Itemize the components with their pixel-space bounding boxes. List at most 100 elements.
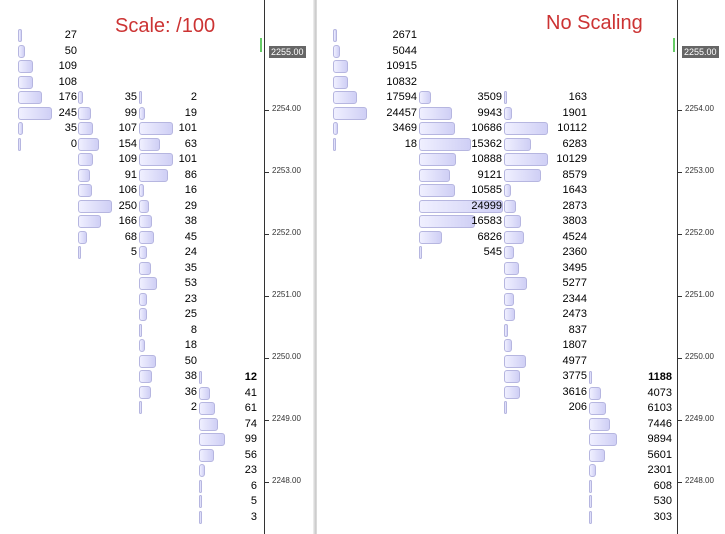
volume-bar bbox=[589, 417, 610, 431]
price-label: 2249.00 bbox=[685, 414, 714, 423]
volume-bar bbox=[504, 323, 508, 337]
volume-value: 68 bbox=[124, 230, 137, 243]
volume-value: 4524 bbox=[562, 230, 587, 243]
volume-bar bbox=[504, 370, 520, 383]
volume-value: 38 bbox=[184, 215, 197, 227]
volume-value: 2344 bbox=[562, 292, 587, 305]
volume-value: 25 bbox=[184, 308, 197, 320]
volume-value: 5 bbox=[250, 495, 257, 507]
volume-value: 5044 bbox=[392, 44, 417, 57]
volume-bar bbox=[419, 230, 442, 244]
volume-bar bbox=[419, 168, 450, 182]
volume-bar bbox=[333, 44, 340, 58]
volume-bar bbox=[18, 29, 22, 42]
volume-bar bbox=[139, 137, 160, 151]
volume-value: 10686 bbox=[471, 122, 502, 134]
price-label: 2254.00 bbox=[685, 104, 714, 113]
volume-value: 1901 bbox=[562, 106, 587, 119]
volume-bar bbox=[139, 215, 152, 228]
volume-value: 3 bbox=[250, 510, 257, 523]
price-label: 2252.00 bbox=[685, 228, 714, 237]
volume-value: 9943 bbox=[477, 106, 502, 119]
volume-value: 206 bbox=[568, 401, 587, 413]
panel-divider[interactable] bbox=[313, 0, 318, 534]
price-tick bbox=[264, 358, 269, 359]
volume-value: 6826 bbox=[477, 230, 502, 243]
volume-bar bbox=[419, 153, 456, 166]
volume-value: 8 bbox=[190, 323, 197, 336]
volume-bar bbox=[139, 199, 149, 213]
volume-bar bbox=[504, 153, 548, 166]
volume-bar bbox=[139, 106, 145, 120]
volume-bar bbox=[18, 122, 23, 135]
volume-value: 74 bbox=[244, 417, 257, 430]
volume-bar bbox=[78, 230, 87, 244]
volume-bar bbox=[504, 401, 507, 414]
volume-bar bbox=[139, 385, 151, 399]
volume-bar bbox=[78, 137, 99, 151]
volume-value: 1188 bbox=[648, 371, 672, 383]
volume-value: 5277 bbox=[562, 277, 587, 289]
current-price-tag: 2255.00 bbox=[269, 46, 306, 58]
volume-value: 109 bbox=[58, 60, 77, 72]
price-tick bbox=[264, 482, 269, 483]
volume-bar bbox=[589, 402, 606, 415]
volume-value: 50 bbox=[184, 354, 197, 367]
volume-bar bbox=[78, 184, 92, 197]
price-label: 2253.00 bbox=[272, 166, 301, 175]
chart-panel-unscaled[interactable]: No Scaling 2671 5044 10915 10832 17594 24457 3… bbox=[317, 0, 725, 534]
price-tick bbox=[677, 172, 682, 173]
volume-value: 23 bbox=[184, 292, 197, 305]
volume-bar bbox=[419, 122, 455, 135]
volume-bar bbox=[419, 106, 452, 120]
volume-value: 608 bbox=[653, 479, 672, 492]
volume-value: 61 bbox=[244, 402, 257, 414]
volume-value: 245 bbox=[58, 106, 77, 119]
volume-value: 56 bbox=[244, 448, 257, 461]
volume-bar bbox=[199, 510, 202, 524]
volume-value: 3616 bbox=[562, 385, 587, 398]
volume-value: 101 bbox=[178, 122, 197, 134]
volume-value: 99 bbox=[124, 106, 137, 119]
volume-value: 17594 bbox=[386, 91, 417, 103]
volume-bar bbox=[18, 75, 33, 89]
volume-value: 24999 bbox=[471, 199, 502, 212]
price-label: 2251.00 bbox=[272, 290, 301, 299]
volume-bar bbox=[199, 417, 218, 431]
volume-bar bbox=[333, 122, 338, 135]
price-label: 2251.00 bbox=[685, 290, 714, 299]
volume-value: 1643 bbox=[562, 184, 587, 196]
volume-value: 7446 bbox=[647, 417, 672, 430]
price-label: 2248.00 bbox=[685, 476, 714, 485]
volume-bar bbox=[419, 137, 471, 151]
volume-bar bbox=[139, 323, 142, 337]
volume-value: 3495 bbox=[562, 261, 587, 274]
volume-value: 101 bbox=[178, 153, 197, 165]
volume-value: 250 bbox=[118, 199, 137, 212]
volume-bar bbox=[199, 371, 202, 384]
volume-value: 38 bbox=[184, 370, 197, 382]
volume-bar bbox=[504, 215, 521, 228]
volume-bar bbox=[504, 354, 526, 368]
volume-value: 10832 bbox=[386, 75, 417, 88]
volume-value: 27 bbox=[64, 29, 77, 41]
price-label: 2249.00 bbox=[272, 414, 301, 423]
volume-bar bbox=[504, 261, 519, 275]
volume-bar bbox=[18, 106, 52, 120]
price-tick bbox=[264, 234, 269, 235]
price-label: 2252.00 bbox=[272, 228, 301, 237]
volume-value: 4977 bbox=[562, 354, 587, 367]
volume-value: 10915 bbox=[386, 60, 417, 72]
volume-value: 35 bbox=[124, 91, 137, 103]
volume-bar bbox=[18, 91, 42, 104]
price-tick bbox=[264, 172, 269, 173]
volume-bar bbox=[504, 137, 531, 151]
chart-panel-scaled[interactable]: Scale: /100 27 50 109 108 176 245 35 0 35 99 107 15… bbox=[0, 0, 315, 534]
volume-value: 0 bbox=[70, 137, 77, 150]
volume-value: 4073 bbox=[647, 386, 672, 399]
volume-value: 9121 bbox=[477, 168, 502, 181]
volume-value: 16 bbox=[184, 184, 197, 196]
volume-bar bbox=[504, 122, 548, 135]
volume-value: 837 bbox=[568, 323, 587, 336]
volume-bar bbox=[78, 215, 101, 228]
